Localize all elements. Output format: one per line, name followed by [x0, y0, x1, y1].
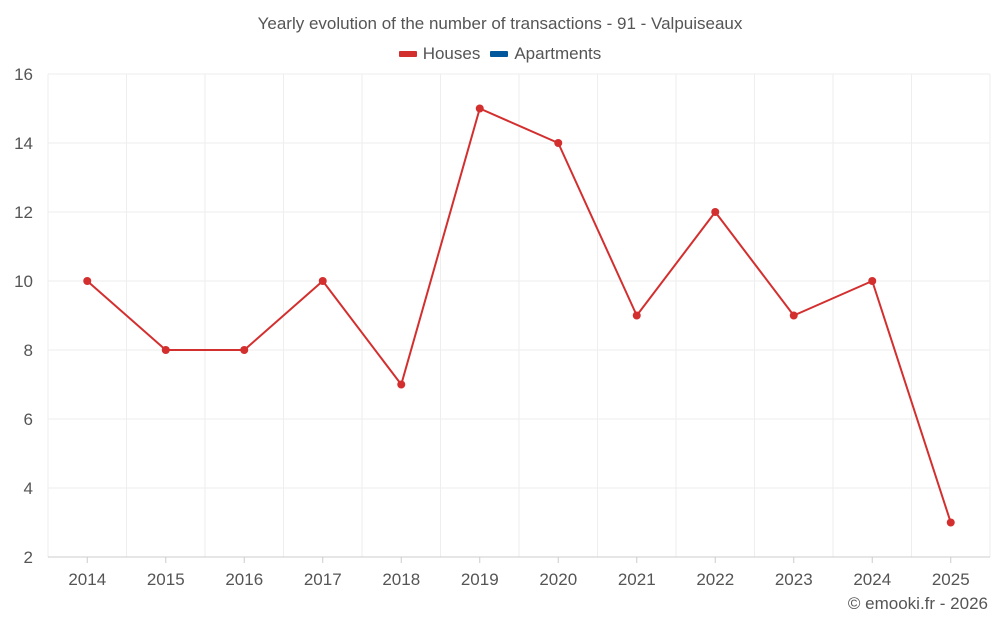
y-tick-label-14: 14	[14, 134, 33, 153]
chart-legend: Houses Apartments	[0, 44, 1000, 64]
data-point-houses-2022	[711, 208, 720, 216]
x-tick-label-2021: 2021	[618, 570, 656, 589]
data-point-houses-2025	[946, 518, 955, 527]
x-tick-label-2016: 2016	[225, 570, 263, 589]
legend-label-houses: Houses	[422, 44, 481, 63]
data-point-houses-2020	[554, 139, 563, 147]
data-point-houses-2016	[240, 346, 249, 354]
x-tick-label-2017: 2017	[304, 570, 342, 589]
legend-item-houses[interactable]: Houses	[398, 44, 481, 64]
data-point-houses-2015	[161, 346, 170, 354]
x-tick-label-2024: 2024	[853, 570, 891, 589]
x-tick-label-2023: 2023	[775, 570, 813, 589]
series-line-houses	[86, 107, 952, 524]
x-tick-label-2014: 2014	[68, 570, 106, 589]
legend-swatch-houses	[398, 51, 417, 57]
y-tick-label-8: 8	[24, 341, 33, 360]
chart-title: Yearly evolution of the number of transa…	[257, 14, 743, 33]
x-tick-label-2025: 2025	[932, 570, 970, 589]
legend-item-apartments[interactable]: Apartments	[490, 44, 601, 64]
legend-label-apartments: Apartments	[514, 44, 602, 63]
y-tick-label-2: 2	[24, 548, 33, 567]
legend-swatch-apartments	[490, 51, 509, 57]
data-point-houses-2024	[868, 277, 877, 285]
y-tick-label-10: 10	[14, 272, 33, 291]
chart-credit: © emooki.fr - 2026	[847, 594, 988, 613]
data-point-houses-2014	[83, 277, 92, 285]
y-tick-label-12: 12	[14, 203, 33, 222]
y-tick-label-16: 16	[14, 65, 33, 84]
x-tick-label-2015: 2015	[147, 570, 185, 589]
data-point-houses-2019	[475, 104, 484, 113]
x-tick-label-2018: 2018	[382, 570, 420, 589]
data-point-houses-2018	[397, 380, 406, 389]
x-tick-label-2022: 2022	[696, 570, 734, 589]
x-tick-label-2020: 2020	[539, 570, 577, 589]
y-tick-label-4: 4	[24, 479, 33, 498]
x-tick-label-2019: 2019	[461, 570, 499, 589]
data-point-houses-2021	[632, 311, 641, 320]
data-point-houses-2023	[789, 311, 798, 320]
y-tick-label-6: 6	[24, 410, 33, 429]
data-point-houses-2017	[318, 277, 327, 285]
